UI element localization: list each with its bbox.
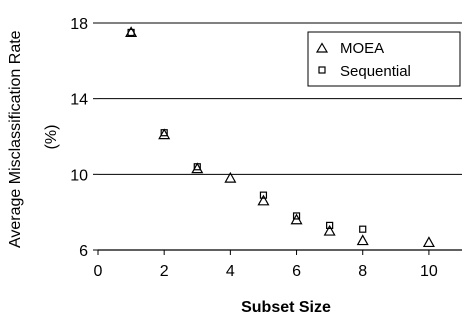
x-tick-label: 4 [226,263,235,280]
y-axis-title-line-1: Average Misclassification Rate [7,30,24,248]
x-axis-ticks: 0 2 4 6 8 10 [94,250,438,280]
y-tick-label: 6 [79,243,88,260]
y-tick-label: 10 [70,167,88,184]
legend-box [307,31,461,87]
sequential-point [359,225,367,233]
y-axis-title: Average Misclassification Rate (%) [7,26,60,248]
x-tick-label: 6 [292,263,301,280]
legend: MOEA Sequential [307,31,461,87]
sequential-point [193,163,201,171]
legend-triangle-marker [315,42,329,53]
legend-label-sequential: Sequential [340,63,411,80]
sequential-point [127,28,135,37]
sequential-point [259,191,268,199]
y-axis-ticks: 6 10 14 18 [70,16,88,260]
grid-lines [93,22,462,251]
moea-point [257,194,270,206]
y-axis-title-line-2: (%) [43,125,60,150]
x-axis-title: Subset Size [241,299,331,316]
legend-label-moea: MOEA [340,40,384,57]
sequential-point [326,221,334,230]
x-tick-label: 10 [420,263,438,280]
moea-point [224,171,237,183]
x-tick-label: 2 [160,263,169,280]
data-points [125,26,435,248]
sequential-point [292,212,301,220]
y-tick-label: 14 [70,92,88,109]
sequential-point [160,129,168,137]
x-tick-label: 0 [94,263,103,280]
legend-square-marker [318,66,326,74]
y-tick-label: 18 [70,16,88,33]
x-tick-label: 8 [358,263,367,280]
moea-point [422,236,435,248]
moea-point [323,224,336,236]
moea-point [356,234,369,246]
